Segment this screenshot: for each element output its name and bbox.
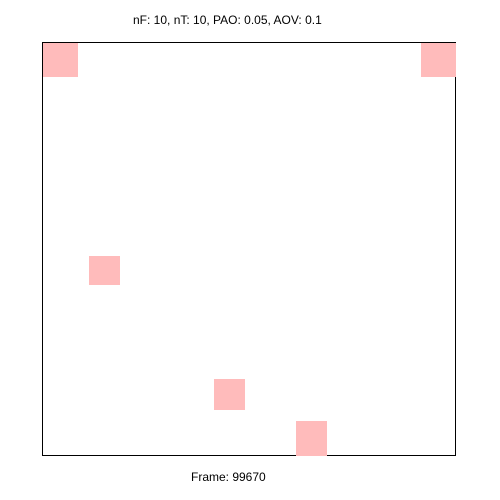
pink-cell-top-right xyxy=(421,43,456,77)
frame-counter: Frame: 99670 xyxy=(191,470,266,484)
game-board xyxy=(42,42,456,456)
pink-cell-bottom-right xyxy=(296,421,327,456)
pink-cell-left-middle xyxy=(89,256,120,285)
params-label: nF: 10, nT: 10, PAO: 0.05, AOV: 0.1 xyxy=(133,13,322,27)
pink-cell-top-left xyxy=(43,43,78,77)
pink-cell-bottom-center xyxy=(214,379,245,410)
